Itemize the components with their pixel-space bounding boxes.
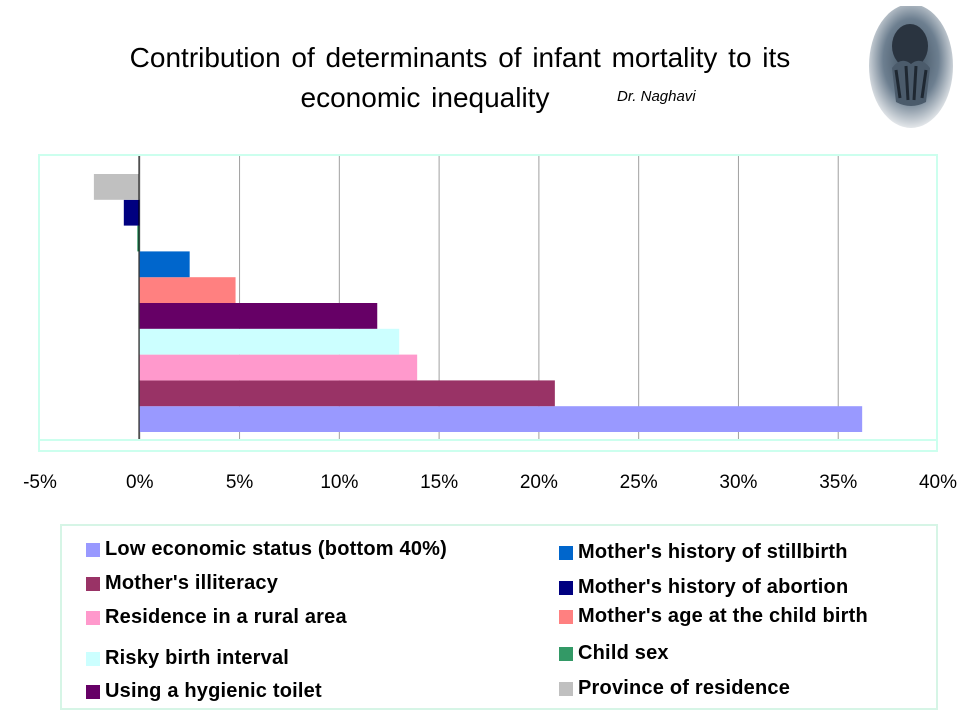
bar [139,354,418,381]
legend-swatch [559,609,573,624]
legend-item-child-sex: Child sex [559,642,669,665]
portrait-image [866,6,956,134]
x-tick-label: 25% [620,472,658,493]
legend-swatch [86,542,100,557]
legend-swatch [86,651,100,666]
x-tick-label: 20% [520,472,558,493]
legend-label: Province of residence [578,677,791,699]
x-tick-label: 30% [719,472,757,493]
bar [123,199,140,226]
bar [139,251,190,278]
bar [139,303,378,329]
bar [139,380,555,407]
chart-title-line-1: Contribution of determinants of infant m… [129,42,791,73]
legend-label: Mother's history of abortion [578,576,849,598]
x-tick-label: 40% [919,472,957,493]
author-credit: Dr. Naghavi [617,88,696,105]
legend-swatch [559,580,573,595]
x-tick-label: 5% [226,472,254,493]
bar [93,174,140,200]
bar [139,277,236,303]
legend-item-age-at-birth: Mother's age at the child birth [559,605,868,628]
legend: Low economic status (bottom 40%) Mother'… [60,524,938,710]
legend-item-rural-residence: Residence in a rural area [86,606,347,629]
legend-swatch [559,545,573,560]
legend-swatch [559,646,573,661]
chart-title: Contribution of determinants of infant m… [40,38,880,118]
legend-label: Low economic status (bottom 40%) [105,538,447,560]
x-tick-label: 10% [320,472,358,493]
x-tick-label: 35% [819,472,857,493]
x-tick-label: 0% [126,472,154,493]
legend-item-mothers-illiteracy: Mother's illiteracy [86,572,278,595]
legend-item-hygienic-toilet: Using a hygienic toilet [86,680,322,703]
bar [139,406,863,432]
chart-title-line-2: economic inequality [300,82,550,113]
legend-item-risky-birth-interval: Risky birth interval [86,647,289,670]
legend-item-low-economic-status: Low economic status (bottom 40%) [86,538,447,561]
legend-label: Mother's history of stillbirth [578,541,848,563]
legend-label: Child sex [578,642,669,664]
legend-item-history-of-abortion: Mother's history of abortion [559,576,848,599]
legend-label: Using a hygienic toilet [105,680,322,702]
x-tick-label: 15% [420,472,458,493]
legend-swatch [86,684,100,699]
x-tick-labels: -5% 0% 5% 10% 15% 20% 25% 30% 35% 40% [23,472,957,493]
bar-chart: -5% 0% 5% 10% 15% 20% 25% 30% 35% 40% [23,154,957,493]
legend-label: Risky birth interval [105,647,290,669]
legend-swatch [86,610,100,625]
legend-label: Mother's illiteracy [105,572,279,594]
legend-item-province: Province of residence [559,677,790,700]
legend-item-history-of-stillbirth: Mother's history of stillbirth [559,541,848,564]
legend-label: Mother's age at the child birth [578,605,868,627]
legend-swatch [86,576,100,591]
bar [139,328,400,355]
legend-label: Residence in a rural area [105,606,347,628]
bars [93,174,863,432]
plot-frame [38,154,938,452]
x-tick-label: -5% [23,472,57,493]
legend-swatch [559,681,573,696]
